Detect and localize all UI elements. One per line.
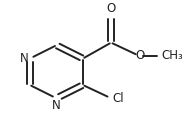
Text: N: N xyxy=(20,52,29,65)
Text: N: N xyxy=(52,99,61,112)
Text: Cl: Cl xyxy=(113,92,124,105)
Text: O: O xyxy=(135,49,145,62)
Text: O: O xyxy=(107,2,116,15)
Text: CH₃: CH₃ xyxy=(162,49,183,62)
